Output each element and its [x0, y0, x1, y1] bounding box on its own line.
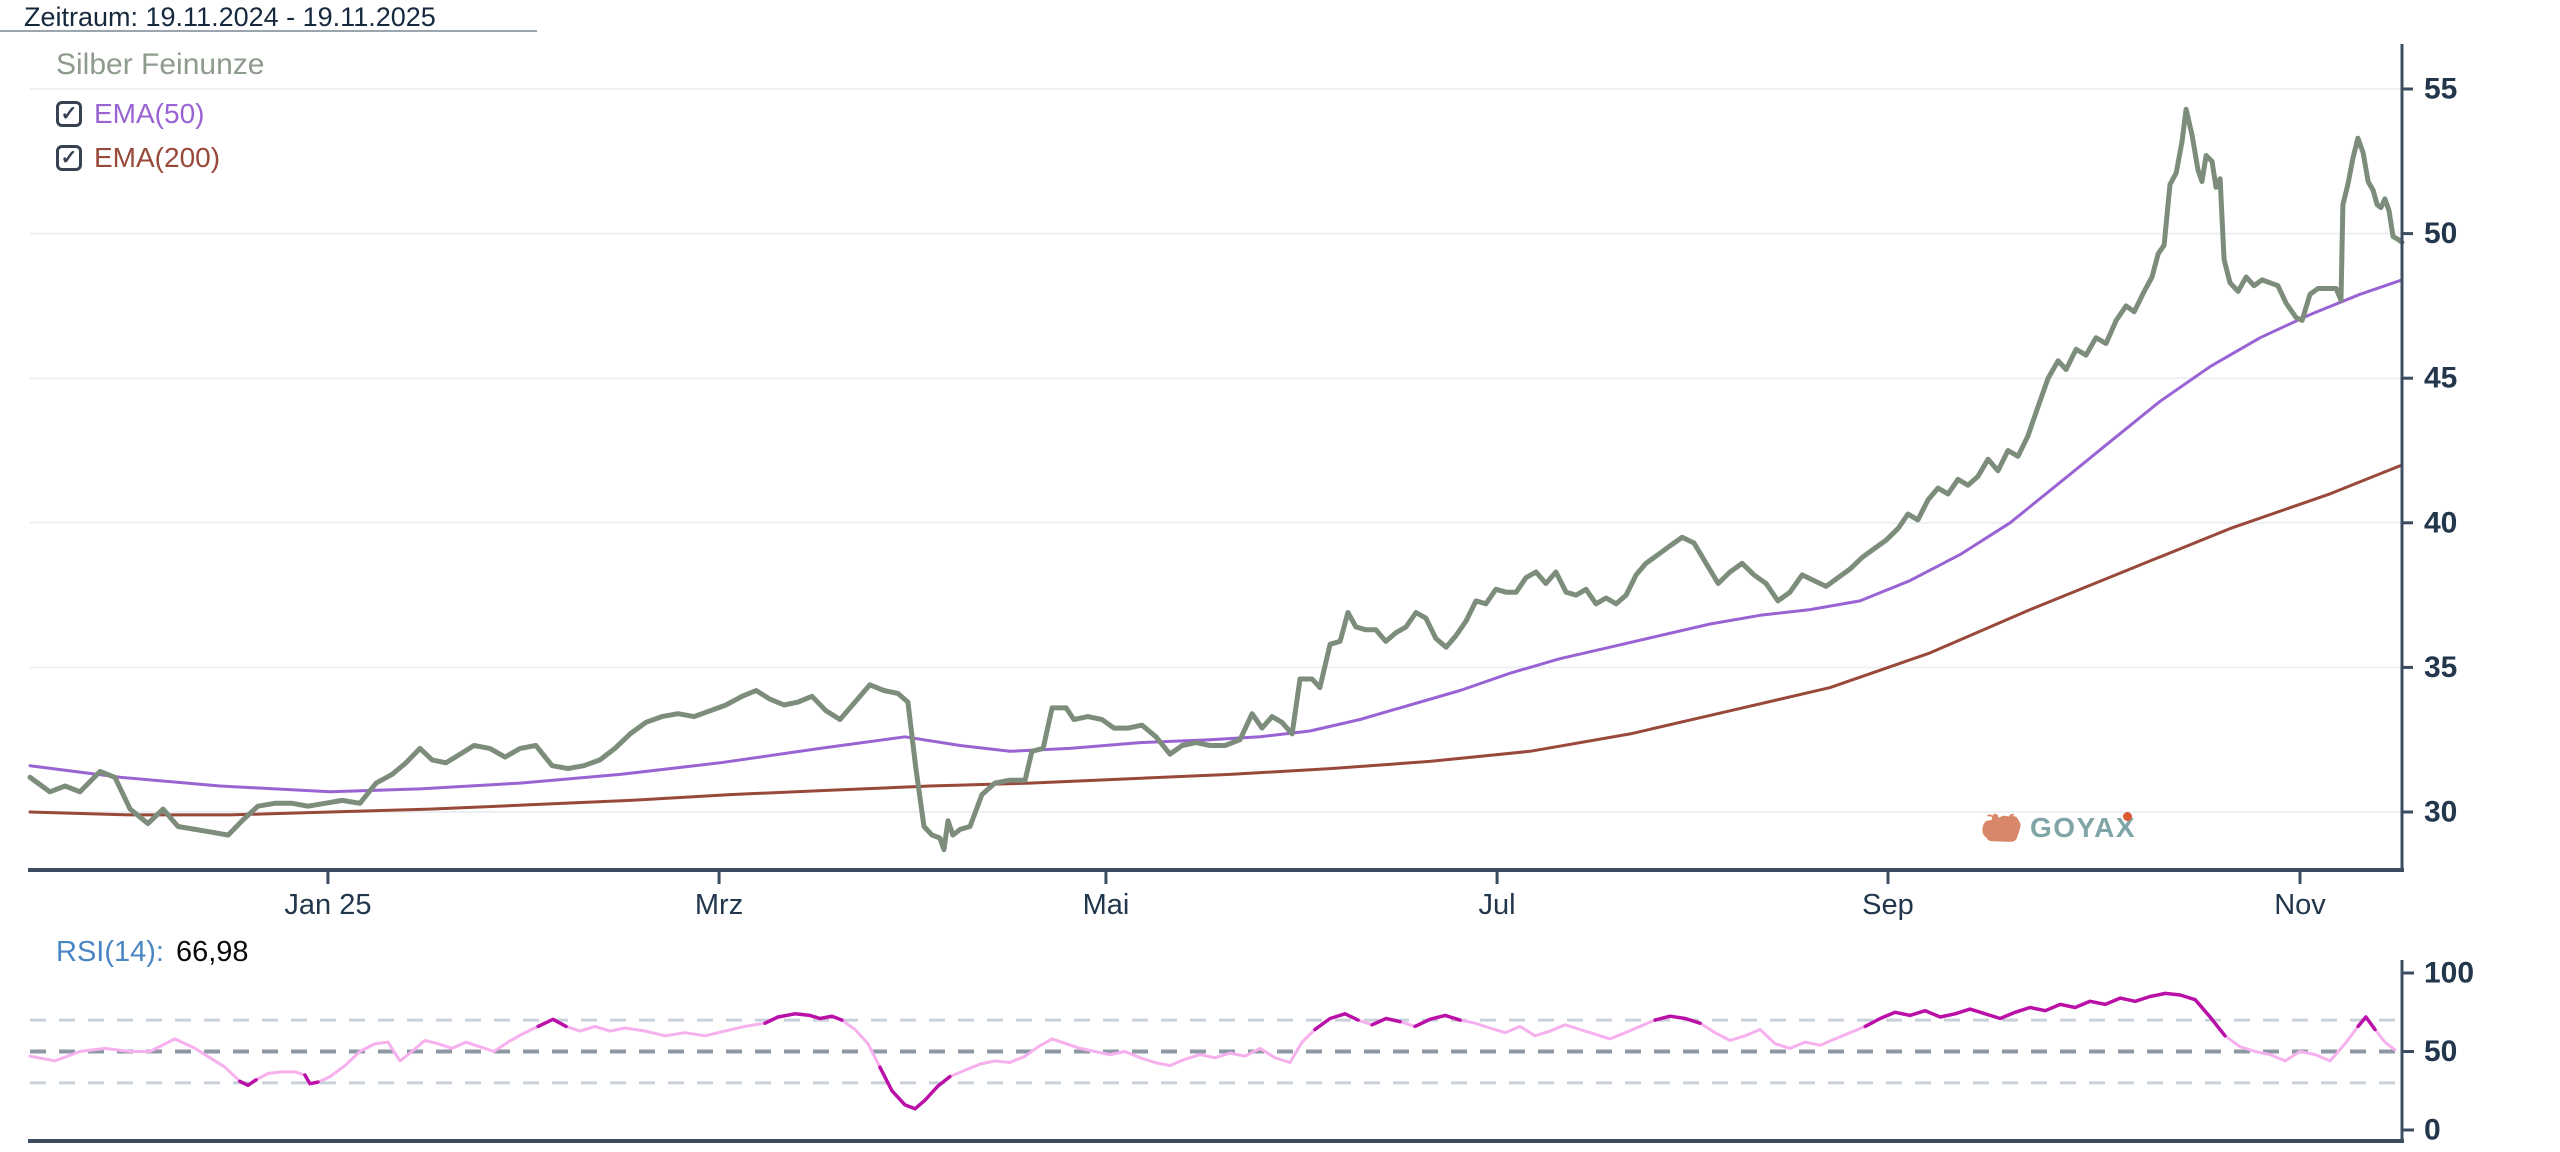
month-label-sep: Sep: [1862, 889, 1914, 921]
month-label-jul: Jul: [1479, 889, 1516, 921]
rsi-extreme-segment: [763, 1012, 844, 1025]
ema-50--line: [28, 278, 2404, 794]
price-axis-label: 50: [2424, 217, 2457, 250]
checkmark-icon: ✓: [60, 103, 78, 125]
goyax-watermark: GOYAX: [1980, 812, 2136, 844]
legend-item-ema200: ✓ EMA(200): [56, 142, 220, 174]
rsi-extreme-segment: [1863, 991, 2227, 1038]
rsi-extreme-segment: [1370, 1016, 1402, 1027]
price-axis-label: 40: [2424, 506, 2457, 539]
rsi-axis-label: 0: [2424, 1114, 2441, 1147]
ema-200--line: [28, 463, 2404, 817]
rsi-header: RSI(14): 66,98: [56, 936, 249, 969]
ema50-checkbox[interactable]: ✓: [56, 101, 82, 127]
month-label-jan-25: Jan 25: [284, 889, 371, 921]
period-label: Zeitraum: 19.11.2024 - 19.11.2025: [24, 2, 436, 32]
rsi-extreme-segment: [2356, 1015, 2377, 1032]
month-label-mai: Mai: [1083, 889, 1130, 921]
rsi-extreme-segment: [238, 1078, 258, 1088]
rsi-extreme-segment: [303, 1073, 320, 1086]
goyax-logo-dot: [2123, 812, 2132, 821]
ema200-label[interactable]: EMA(200): [94, 142, 221, 173]
rsi-extreme-segment: [878, 1065, 952, 1111]
month-label-nov: Nov: [2274, 889, 2326, 921]
goyax-logo-text: GOYAX: [2030, 812, 2137, 843]
rsi-extreme-segment: [1413, 1013, 1462, 1029]
header-divider: [0, 30, 537, 32]
price-axis-label: 30: [2424, 796, 2457, 829]
rsi-extreme-segment: [1653, 1014, 1702, 1025]
silber-feinunze-line: [27, 106, 2405, 853]
rsi-extreme-segment: [1313, 1012, 1360, 1032]
price-axis-label: 45: [2424, 362, 2457, 395]
rsi-extreme-segment: [536, 1017, 568, 1029]
rsi-axis-label: 100: [2424, 957, 2474, 990]
bull-icon: [1982, 813, 2021, 842]
checkmark-icon: ✓: [60, 147, 78, 169]
instrument-name: Silber Feinunze: [56, 48, 265, 81]
rsi-axis-label: 50: [2424, 1035, 2457, 1068]
legend-item-ema50: ✓ EMA(50): [56, 98, 204, 130]
price-axis-label: 55: [2424, 73, 2457, 106]
month-label-mrz: Mrz: [695, 889, 743, 921]
ema200-checkbox[interactable]: ✓: [56, 145, 82, 171]
ema50-label[interactable]: EMA(50): [94, 98, 205, 129]
rsi-indicator-label: RSI(14):: [56, 936, 164, 968]
rsi-value: 66,98: [175, 936, 249, 968]
price-axis-label: 35: [2424, 651, 2457, 684]
